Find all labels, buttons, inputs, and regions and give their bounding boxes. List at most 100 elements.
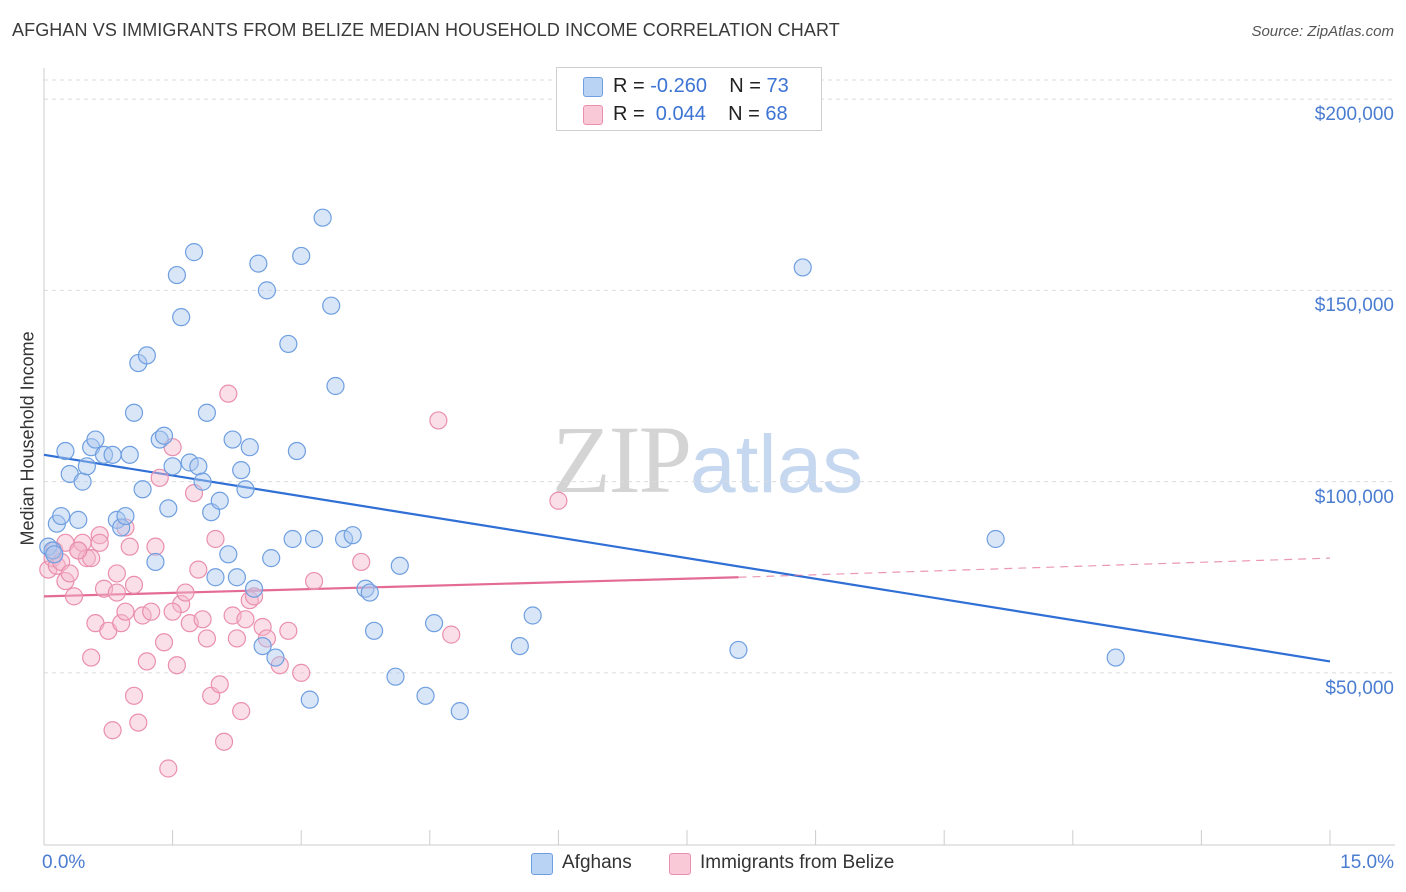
belize-trend-extension [738, 557, 1331, 578]
afghans-point [167, 265, 186, 285]
belize-point [69, 541, 88, 560]
belize-point [159, 759, 178, 778]
belize-point [352, 552, 371, 572]
belize-point [146, 537, 165, 556]
afghans-point [69, 510, 88, 529]
afghans-point [193, 472, 212, 491]
afghans-point [112, 518, 131, 537]
belize-point [210, 675, 229, 694]
watermark-zip: ZIP [552, 406, 692, 513]
belize-point [154, 633, 174, 652]
afghans-point [154, 426, 174, 445]
afghans-point [77, 457, 96, 476]
afghans-point [390, 556, 409, 575]
belize-legend-swatch [669, 853, 691, 875]
afghans-point [56, 441, 75, 461]
afghans-point [180, 453, 199, 472]
belize-point [120, 537, 139, 556]
belize-point [176, 583, 195, 602]
trend-lines [43, 453, 1331, 663]
watermark: ZIPatlas [552, 404, 863, 515]
belize-point [219, 384, 238, 403]
afghans-point [450, 702, 469, 721]
afghans-point [416, 686, 435, 705]
afghans-point [326, 376, 345, 396]
axes [43, 68, 1395, 846]
afghans-point [793, 258, 812, 277]
belize-point [253, 617, 272, 637]
afghans-point [986, 529, 1005, 549]
belize-point [150, 468, 169, 487]
afghans-point [223, 430, 242, 449]
afghans-point [283, 529, 302, 549]
afghans-point [1106, 648, 1125, 667]
chart-title: AFGHAN VS IMMIGRANTS FROM BELIZE MEDIAN … [12, 20, 840, 40]
afghans-point [729, 640, 748, 660]
afghans-trend-line [43, 453, 1331, 663]
belize-point [116, 602, 135, 621]
belize-point [137, 652, 156, 671]
legend-row-afghans: R = -0.260 N = 73 [557, 72, 821, 100]
afghans-point [424, 614, 444, 633]
afghans-point [313, 208, 332, 227]
y-tick-label: $150,000 [1314, 295, 1394, 317]
afghans-point [334, 529, 354, 549]
afghans-point [137, 346, 156, 365]
belize-point [244, 587, 264, 606]
belize-point [429, 411, 448, 430]
afghans-point [257, 281, 277, 300]
belize-point [64, 587, 84, 606]
belize-point [107, 564, 126, 583]
afghans-swatch [583, 77, 603, 97]
afghans-legend-swatch [531, 853, 553, 875]
x-tick-label: 15.0% [1340, 852, 1394, 873]
afghans-point [219, 545, 238, 564]
belize-point [107, 583, 126, 602]
belize-trend-line [43, 576, 739, 598]
afghans-point [240, 438, 259, 457]
belize-point [442, 625, 461, 644]
afghans-point [184, 243, 204, 262]
belize-point [124, 575, 144, 595]
afghans-point [146, 552, 165, 572]
belize-point [124, 686, 144, 705]
belize-legend-label: Immigrants from Belize [700, 852, 895, 873]
afghans-point [253, 636, 272, 656]
afghans-point [287, 441, 307, 461]
afghans-point [343, 526, 362, 545]
legend-r-belize: R = 0.044 N = 68 [613, 103, 788, 125]
belize-point [167, 656, 186, 675]
afghans-point [52, 506, 71, 526]
afghans-point [189, 457, 208, 476]
afghans-point [206, 568, 225, 587]
belize-point [82, 648, 101, 667]
legend-row-belize: R = 0.044 N = 68 [557, 100, 821, 128]
belize-points [39, 384, 568, 778]
belize-point [142, 602, 161, 621]
afghans-point [172, 308, 191, 327]
afghans-point [249, 254, 268, 273]
afghans-point [300, 690, 319, 709]
watermark-atlas: atlas [690, 419, 864, 510]
belize-point [163, 602, 182, 621]
belize-point [279, 621, 298, 640]
afghans-point [360, 583, 379, 602]
belize-swatch [583, 105, 603, 125]
belize-point [214, 732, 234, 751]
legend-r-afghans: R = -0.260 N = 73 [613, 75, 789, 97]
afghans-point [292, 246, 311, 266]
belize-point [304, 571, 324, 591]
afghans-point [116, 506, 135, 526]
x-tick-label: 0.0% [42, 852, 86, 873]
afghans-point [510, 636, 529, 656]
belize-point [206, 529, 225, 549]
y-axis-label: Median Household Income [17, 331, 38, 546]
belize-point [189, 560, 208, 579]
y-tick-label: $50,000 [1325, 677, 1394, 699]
belize-point [133, 606, 152, 625]
afghans-point [103, 445, 122, 464]
belize-point [236, 610, 255, 629]
belize-point [227, 629, 246, 648]
source-credit: Source: ZipAtlas.com [1251, 23, 1394, 40]
afghans-point [163, 457, 182, 476]
